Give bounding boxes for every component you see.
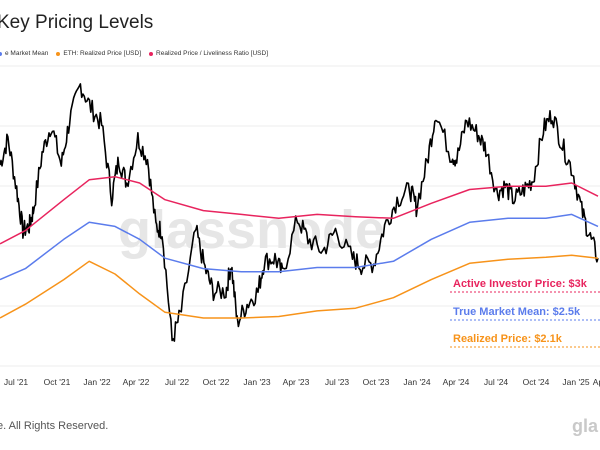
x-tick-label: Oct '23 [363,377,390,387]
annotation-label: Active Investor Price: $3k [453,278,588,290]
legend-item-true-market-mean[interactable]: e Market Mean [0,50,48,57]
x-tick-label: Jan '24 [403,377,430,387]
legend-item-active-investor-price[interactable]: Realized Price / Liveliness Ratio [USD] [149,50,268,57]
x-tick-label: Jul '22 [165,377,190,387]
series-line-3[interactable] [0,254,599,319]
x-tick-label: Jan '23 [243,377,270,387]
legend-dot-icon [149,51,154,56]
legend-label: e Market Mean [5,50,49,57]
legend-item-realized-price[interactable]: ETH: Realized Price [USD] [56,50,141,57]
x-tick-label: Jul '24 [484,377,509,387]
copyright-footer: e. All Rights Reserved. [0,420,109,432]
x-tick-label: Apr '23 [283,377,310,387]
series-line-2[interactable] [0,213,599,281]
legend-label: ETH: Realized Price [USD] [63,50,142,57]
glassnode-logo: gla [572,416,599,436]
x-tick-label: Jan '25 [562,377,589,387]
x-tick-label: Oct '21 [44,377,71,387]
legend-dot-icon [56,51,61,56]
series-line-1[interactable] [0,175,599,245]
x-tick-label: Apr '22 [123,377,150,387]
legend-dot-icon [0,51,2,56]
legend-label: Realized Price / Liveliness Ratio [USD] [156,50,269,57]
x-tick-label: Oct '22 [203,377,230,387]
chart-title: Key Pricing Levels [0,12,154,33]
x-tick-label: Oct '24 [523,377,550,387]
chart-series [0,83,599,342]
watermark-text: glassnode [118,200,385,260]
chart-legend: e Market Mean ETH: Realized Price [USD] … [0,50,268,57]
x-axis: Jul '21 Oct '21 Jan '22 Apr '22 Jul '22 Oct '… [4,377,600,387]
x-tick-label: Apr '24 [443,377,470,387]
x-tick-label: Jan '22 [83,377,110,387]
annotation-label: Realized Price: $2.1k [453,333,563,345]
x-tick-label: Jul '23 [325,377,350,387]
annotation-label: True Market Mean: $2.5k [453,306,581,318]
series-line-0[interactable] [0,83,599,342]
x-tick-label: Jul '21 [4,377,29,387]
chart-grid [0,65,600,367]
x-tick-label: Ap [593,377,600,387]
chart-annotations: Active Investor Price: $3k True Market Me… [450,278,600,348]
